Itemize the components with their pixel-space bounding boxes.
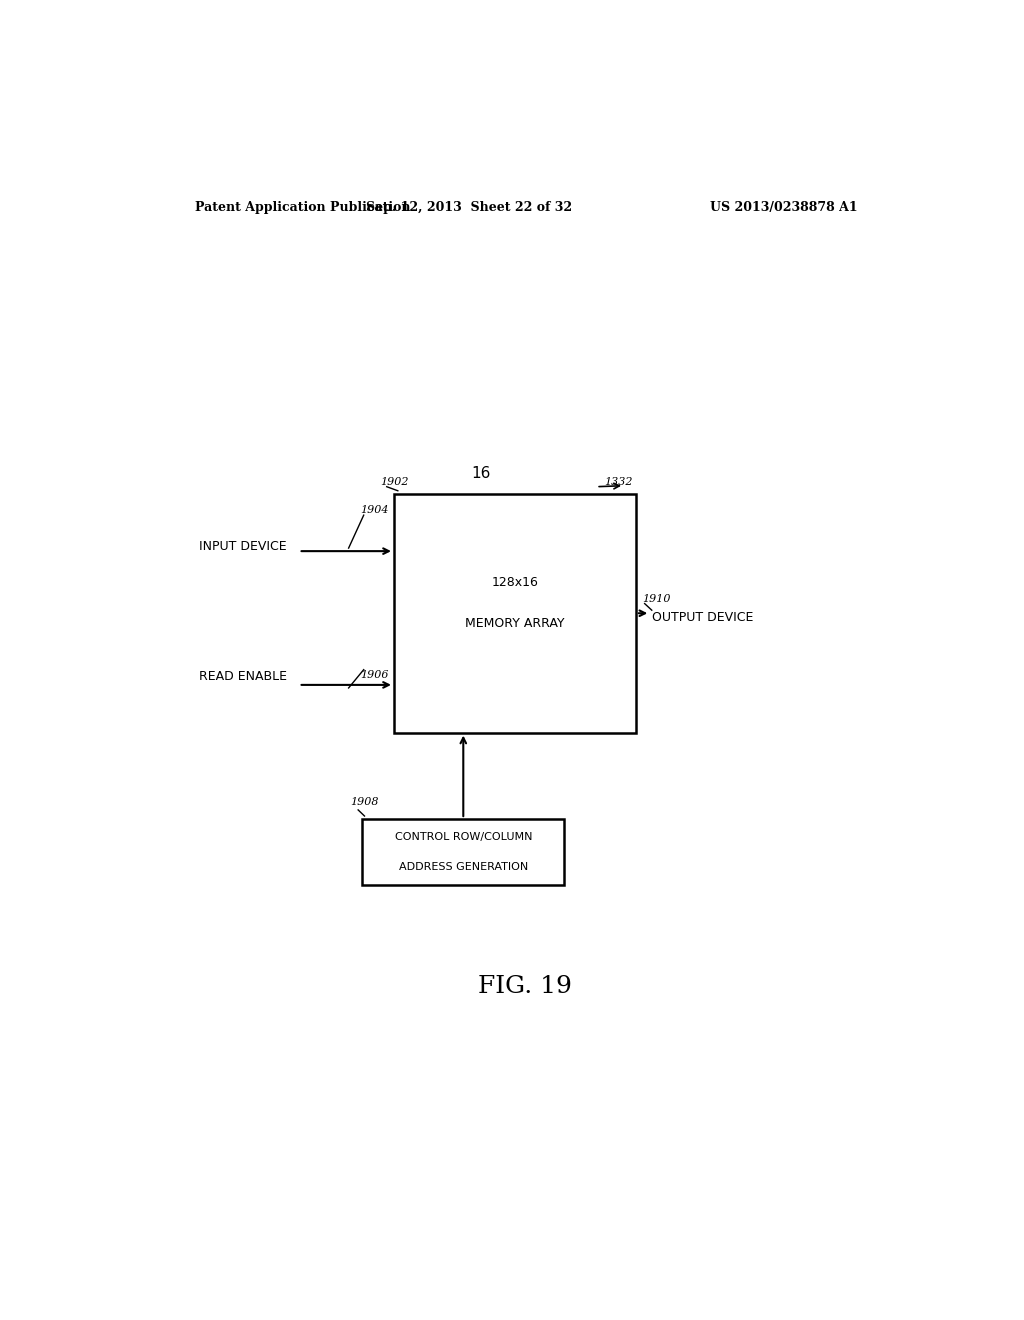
Text: Patent Application Publication: Patent Application Publication [196,201,411,214]
Text: 1332: 1332 [604,477,633,487]
Text: 128x16: 128x16 [492,577,539,589]
Text: FIG. 19: FIG. 19 [478,975,571,998]
Text: 1908: 1908 [350,797,379,807]
Text: 16: 16 [471,466,490,480]
Text: CONTROL ROW/COLUMN: CONTROL ROW/COLUMN [394,832,532,842]
Bar [394,494,636,733]
Text: Sep. 12, 2013  Sheet 22 of 32: Sep. 12, 2013 Sheet 22 of 32 [367,201,572,214]
Text: MEMORY ARRAY: MEMORY ARRAY [465,616,564,630]
Text: READ ENABLE: READ ENABLE [200,671,288,684]
Text: INPUT DEVICE: INPUT DEVICE [200,540,287,553]
Bar [362,818,564,886]
Text: 1906: 1906 [360,669,389,680]
Text: ADDRESS GENERATION: ADDRESS GENERATION [398,862,528,873]
Text: 1904: 1904 [360,506,389,515]
Text: 1910: 1910 [642,594,671,603]
Text: 1902: 1902 [380,477,409,487]
Text: US 2013/0238878 A1: US 2013/0238878 A1 [711,201,858,214]
Text: OUTPUT DEVICE: OUTPUT DEVICE [652,611,753,624]
